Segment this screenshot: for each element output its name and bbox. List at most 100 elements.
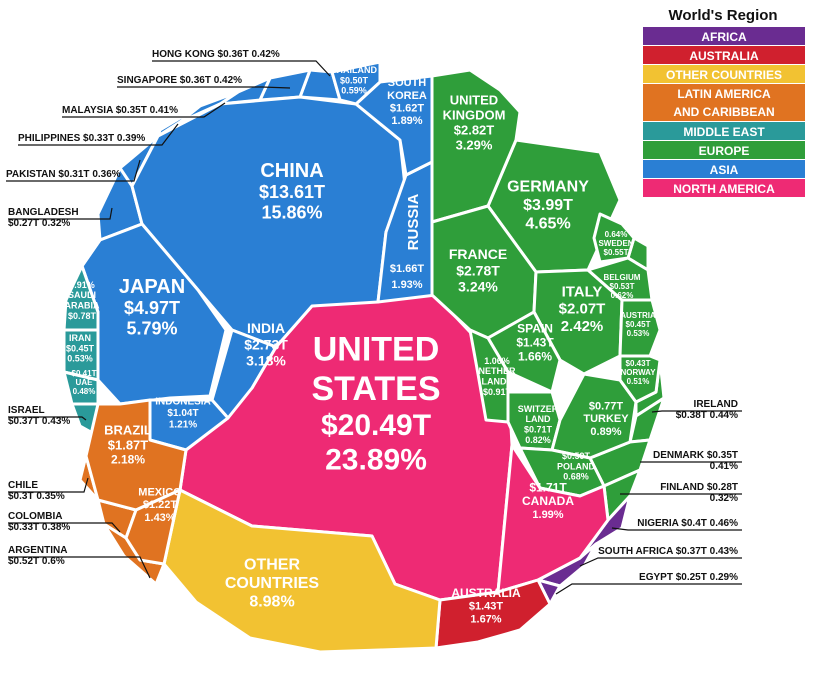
legend-label: LATIN AMERICA	[677, 87, 771, 101]
legend-label: MIDDLE EAST	[683, 125, 765, 139]
legend: World's Region AFRICA AUSTRALIA OTHER COUNT…	[643, 7, 805, 197]
callout-text: PAKISTAN $0.31T 0.36%	[6, 169, 121, 180]
callout-leader-line	[651, 410, 742, 413]
label-sweden-line: 0.64%	[605, 230, 628, 239]
label-switzerland-line: SWITZER	[518, 404, 559, 414]
legend-item-latin-america-and-caribbean: LATIN AMERICA AND CARIBBEAN	[643, 84, 805, 121]
cell-australia	[434, 578, 552, 650]
cell-other-countries	[162, 488, 442, 654]
label-france-line: 3.24%	[458, 278, 498, 294]
label-russia: RUSSIA $1.66T 1.93%	[390, 194, 425, 291]
label-indonesia-line: 1.21%	[169, 419, 197, 430]
label-canada-line: 1.99%	[532, 509, 563, 521]
label-turkey-line: 0.89%	[590, 426, 621, 438]
legend-label: OTHER COUNTRIES	[666, 68, 782, 82]
callout-leader-line	[555, 583, 742, 595]
label-russia-name: RUSSIA	[405, 194, 422, 251]
callout-hong-kong: HONG KONG $0.36T 0.42%	[152, 49, 331, 77]
label-saudi-arabia-line: ARABIA	[65, 301, 100, 311]
label-brazil-line: $1.87T	[108, 437, 149, 452]
label-saudi-arabia-line: $0.78T	[68, 311, 97, 321]
callout-leader-line	[62, 102, 226, 118]
label-sweden-line: $0.55T	[604, 248, 629, 257]
callout-name: COLOMBIA	[8, 511, 62, 522]
callout-leader-line	[6, 159, 141, 182]
label-norway-line: 0.51%	[627, 377, 650, 386]
legend-item-australia: AUSTRALIA	[643, 46, 805, 64]
callout-leader-line	[8, 207, 113, 220]
callouts-layer: HONG KONG $0.36T 0.42% SINGAPORE $0.36T 0…	[6, 49, 742, 595]
callout-text: NIGERIA $0.4T 0.46%	[637, 518, 738, 529]
callout-text: HONG KONG $0.36T 0.42%	[152, 49, 280, 60]
label-china-line: CHINA	[260, 160, 323, 182]
callout-text: SOUTH AFRICA $0.37T 0.43%	[598, 546, 738, 557]
legend-label: EUROPE	[699, 144, 750, 158]
callout-value: $0.33T 0.38%	[8, 522, 70, 533]
label-russia-share: 1.93%	[391, 279, 422, 291]
label-germany-line: GERMANY	[507, 179, 589, 196]
label-austria-line: $0.45T	[626, 320, 651, 329]
label-mexico-line: 1.43%	[144, 512, 175, 524]
label-belgium-line: $0.53T	[610, 282, 635, 291]
label-japan-line: JAPAN	[119, 276, 185, 298]
callout-colombia: COLOMBIA$0.33T 0.38%	[8, 511, 121, 533]
label-indonesia-line: $1.04T	[167, 408, 198, 419]
label-japan-line: $4.97T	[124, 298, 180, 318]
legend-title: World's Region	[668, 7, 777, 24]
label-germany-line: 4.65%	[525, 215, 570, 232]
callout-argentina: ARGENTINA$0.52T 0.6%	[8, 545, 151, 579]
label-united-kingdom-line: $2.82T	[454, 122, 495, 137]
label-uae-line: UAE	[76, 378, 94, 387]
label-thailand-line: $0.50T	[340, 75, 369, 85]
callout-ireland: IRELAND$0.38T 0.44%	[651, 399, 742, 421]
label-iran-line: 0.53%	[67, 354, 93, 364]
label-mexico-line: MEXICO	[138, 486, 182, 498]
callout-leader-line	[8, 477, 89, 493]
label-spain-line: 1.66%	[518, 349, 552, 363]
label-switzerland-line: 0.82%	[525, 435, 551, 445]
label-china-line: $13.61T	[259, 182, 325, 202]
legend-swatch	[643, 160, 805, 178]
label-india-line: $2.73T	[244, 336, 288, 352]
label-poland-line: $0.59T	[562, 451, 591, 461]
callout-value: $0.52T 0.6%	[8, 556, 65, 567]
label-south-korea-line: $1.62T	[390, 102, 425, 114]
label-united-kingdom-line: KINGDOM	[443, 107, 506, 122]
label-netherlands-line: $0.91T	[483, 387, 512, 397]
callout-value: 0.41%	[710, 461, 738, 472]
label-iran-line: IRAN	[69, 333, 91, 343]
label-brazil-line: BRAZIL	[104, 423, 152, 438]
label-india-line: INDIA	[247, 320, 285, 336]
label-mexico-line: $1.22T	[143, 499, 178, 511]
callout-value: $0.27T 0.32%	[8, 218, 70, 229]
label-belgium-line: BELGIUM	[604, 273, 641, 282]
label-france-line: $2.78T	[456, 262, 500, 278]
legend-swatch	[643, 46, 805, 64]
label-italy-line: $2.07T	[559, 301, 606, 318]
label-united-states-line: STATES	[311, 370, 440, 408]
label-france-line: FRANCE	[449, 246, 507, 262]
label-other-countries-line: COUNTRIES	[225, 575, 320, 592]
callout-egypt: EGYPT $0.25T 0.29%	[555, 572, 742, 595]
callout-text: SINGAPORE $0.36T 0.42%	[117, 75, 242, 86]
callout-philippines: PHILIPPINES $0.33T 0.39%	[18, 123, 179, 146]
cell-india	[210, 328, 278, 420]
callout-bangladesh: BANGLADESH$0.27T 0.32%	[8, 207, 113, 229]
label-australia-line: 1.67%	[470, 613, 501, 625]
legend-swatch	[643, 122, 805, 140]
cell-thailand	[330, 60, 382, 106]
legend-item-middle-east: MIDDLE EAST	[643, 122, 805, 140]
